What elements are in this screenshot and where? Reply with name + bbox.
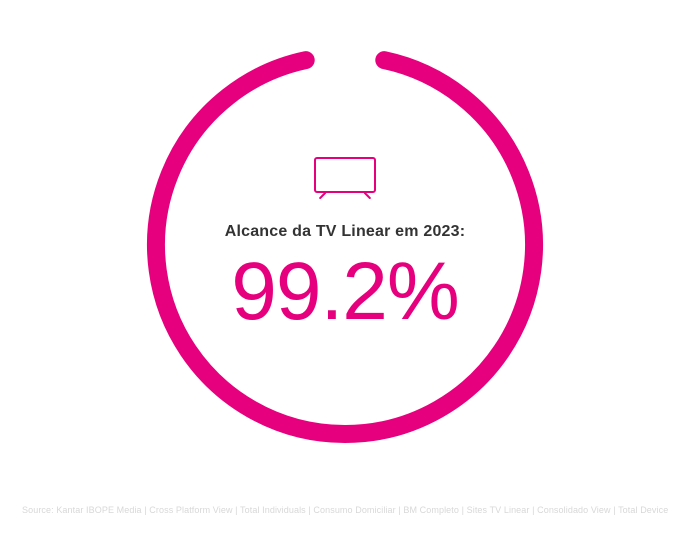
- radial-chart: Alcance da TV Linear em 2023: 99.2%: [145, 45, 545, 445]
- source-footnote: Source: Kantar IBOPE Media | Cross Platf…: [22, 505, 668, 515]
- chart-center: Alcance da TV Linear em 2023: 99.2%: [195, 157, 495, 333]
- chart-value: 99.2%: [231, 251, 459, 333]
- tv-icon: [314, 157, 376, 199]
- chart-label: Alcance da TV Linear em 2023:: [225, 223, 466, 241]
